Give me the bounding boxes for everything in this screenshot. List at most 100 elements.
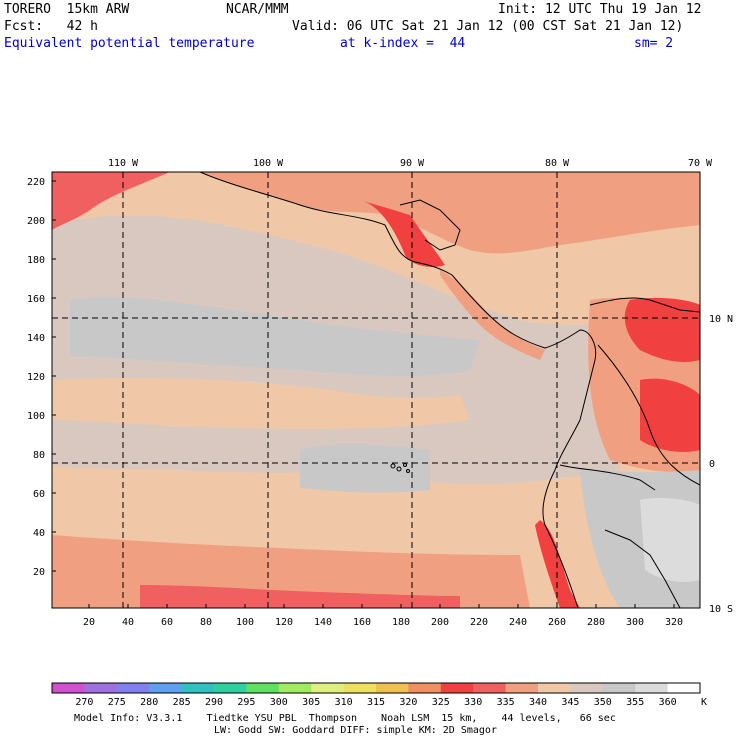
colorbar-label: 350 <box>594 697 612 708</box>
colorbar-swatch <box>278 683 312 693</box>
colorbar-swatch <box>214 683 247 693</box>
y-tick: 60 <box>33 489 45 500</box>
colorbar-swatch <box>343 683 377 693</box>
colorbar-swatch <box>408 683 442 693</box>
colorbar-label: 355 <box>626 697 644 708</box>
y-tick: 20 <box>33 567 45 578</box>
colorbar-swatch <box>635 683 669 693</box>
colorbar-swatch <box>116 683 150 693</box>
graticule <box>52 172 700 608</box>
y-tick: 80 <box>33 450 45 461</box>
colorbar-swatch <box>311 683 345 693</box>
x-tick: 260 <box>548 617 566 628</box>
lon-label-100w: 100 W <box>253 158 284 169</box>
colorbar-label: 305 <box>302 697 320 708</box>
x-tick: 20 <box>83 617 95 628</box>
lon-label-70w: 70 W <box>688 158 713 169</box>
x-tick: 300 <box>626 617 644 628</box>
init-time: Init: 12 UTC Thu 19 Jan 12 <box>498 2 702 17</box>
colorbar-frame <box>51 682 701 694</box>
x-tick: 100 <box>236 617 254 628</box>
x-tick: 140 <box>314 617 332 628</box>
galapagos-islands <box>390 463 410 473</box>
colorbar-swatch <box>246 683 280 693</box>
y-grid-index-labels: 220 200 180 160 140 120 100 80 60 40 20 <box>27 177 45 578</box>
lon-label-80w: 80 W <box>545 158 570 169</box>
lat-label-0: 0 <box>709 459 715 470</box>
y-tick: 160 <box>27 294 45 305</box>
lat-label-10n: 10 N <box>709 314 733 325</box>
colorbar-label: 360 <box>659 697 677 708</box>
colorbar-label: 325 <box>432 697 450 708</box>
colorbar-label: 290 <box>205 697 223 708</box>
model-title: TORERO 15km ARW <box>4 2 130 17</box>
y-tick: 220 <box>27 177 45 188</box>
colorbar-label: 285 <box>173 697 191 708</box>
colorbar-swatch <box>149 683 183 693</box>
x-tick: 220 <box>470 617 488 628</box>
organization-label: NCAR/MMM <box>226 2 289 17</box>
colorbar-swatch <box>52 683 85 693</box>
theta-e-field <box>52 172 700 608</box>
colorbar-swatch <box>376 683 409 693</box>
colorbar-label: 320 <box>399 697 417 708</box>
level-label: at k-index = 44 <box>340 36 466 51</box>
colorbar-label: 280 <box>140 697 158 708</box>
physics-info: LW: Godd SW: Goddard DIFF: simple KM: 2D… <box>214 725 497 736</box>
field-name: Equivalent potential temperature <box>4 36 255 51</box>
colorbar-swatch <box>181 683 215 693</box>
colorbar-swatch <box>84 683 118 693</box>
colorbar-label: 335 <box>497 697 515 708</box>
colorbar-swatch <box>667 683 701 693</box>
model-info: Model Info: V3.3.1 Tiedtke YSU PBL Thomp… <box>74 713 616 724</box>
colorbar-label: 275 <box>108 697 126 708</box>
lon-label-90w: 90 W <box>400 158 425 169</box>
x-tick: 240 <box>509 617 527 628</box>
x-tick: 40 <box>122 617 134 628</box>
colorbar-swatch <box>602 683 636 693</box>
forecast-hour: Fcst: 42 h <box>4 19 98 34</box>
y-tick: 140 <box>27 333 45 344</box>
latitude-labels: 10 N 0 10 S <box>709 314 733 615</box>
x-tick: 160 <box>353 617 371 628</box>
lon-label-110w: 110 W <box>108 158 139 169</box>
x-tick: 60 <box>161 617 173 628</box>
smoothing-label: sm= 2 <box>634 36 674 51</box>
map-frame <box>51 171 701 609</box>
y-tick: 180 <box>27 255 45 266</box>
x-tick: 200 <box>431 617 449 628</box>
colorbar-swatch <box>440 683 474 693</box>
y-tick: 200 <box>27 216 45 227</box>
lat-label-10s: 10 S <box>709 604 733 615</box>
colorbar-label: 270 <box>75 697 93 708</box>
coastlines <box>199 172 700 608</box>
colorbar-label: 295 <box>237 697 255 708</box>
x-tick: 320 <box>665 617 683 628</box>
colorbar-labels: 270 275 280 285 290 295 300 305 310 315 320 325 330 3… <box>75 697 676 708</box>
colorbar <box>51 682 701 694</box>
colorbar-swatch <box>538 683 571 693</box>
x-tick: 180 <box>392 617 410 628</box>
colorbar-label: 340 <box>529 697 547 708</box>
longitude-labels: 110 W 100 W 90 W 80 W 70 W <box>108 158 713 169</box>
colorbar-swatch <box>473 683 507 693</box>
y-tick: 120 <box>27 372 45 383</box>
y-tick-marks <box>52 180 56 572</box>
y-tick: 100 <box>27 411 45 422</box>
colorbar-swatch <box>570 683 604 693</box>
colorbar-label: 310 <box>335 697 353 708</box>
x-tick-marks <box>88 604 675 608</box>
x-tick: 120 <box>275 617 293 628</box>
y-tick: 40 <box>33 528 45 539</box>
colorbar-label: 300 <box>270 697 288 708</box>
colorbar-label: 330 <box>464 697 482 708</box>
colorbar-label: 315 <box>367 697 385 708</box>
x-grid-index-labels: 20 40 60 80 100 120 140 160 180 200 220 … <box>83 617 683 628</box>
x-tick: 280 <box>587 617 605 628</box>
colorbar-swatch <box>505 683 539 693</box>
colorbar-unit: K <box>701 697 707 708</box>
colorbar-label: 345 <box>561 697 579 708</box>
x-tick: 80 <box>200 617 212 628</box>
valid-time: Valid: 06 UTC Sat 21 Jan 12 (00 CST Sat … <box>292 19 684 34</box>
